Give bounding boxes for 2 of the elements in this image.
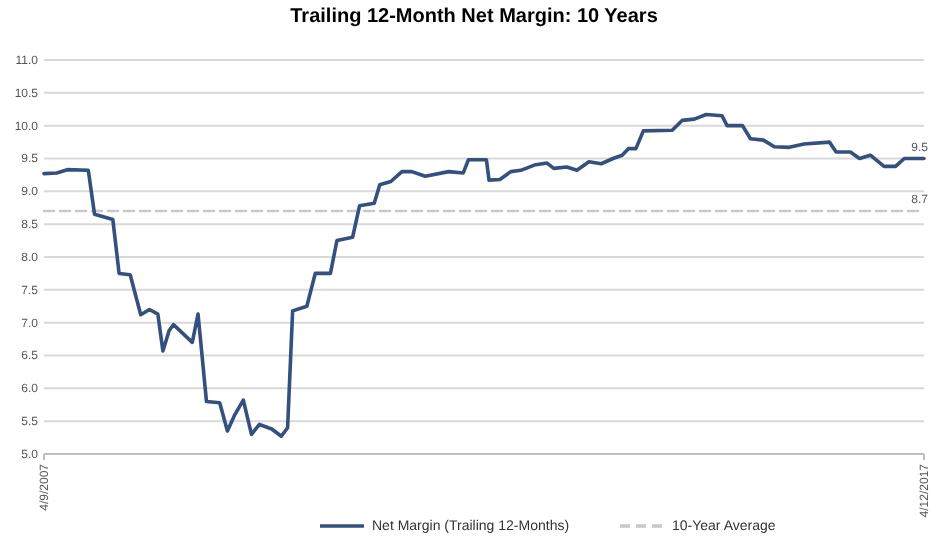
line-series — [42, 112, 926, 439]
chart-title: Trailing 12-Month Net Margin: 10 Years — [290, 6, 659, 28]
